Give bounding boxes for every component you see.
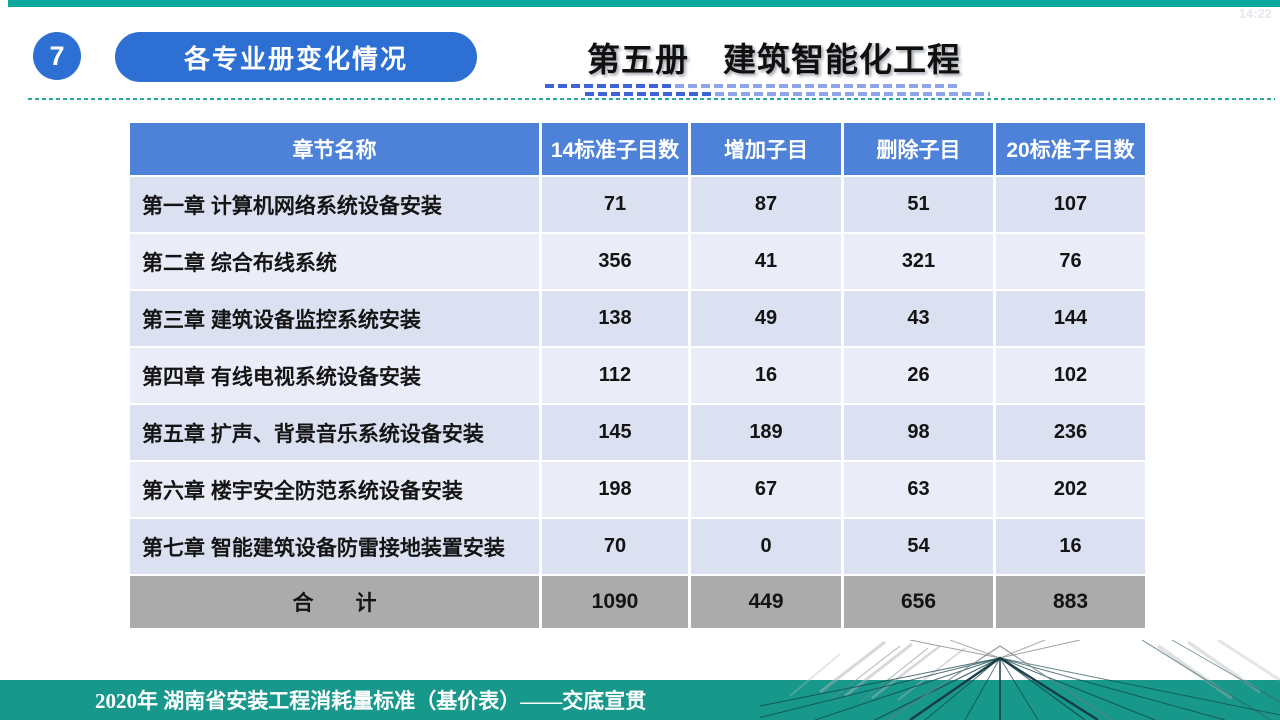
value-cell: 144 <box>996 291 1145 346</box>
title-underline-dashes-2 <box>585 92 990 96</box>
table-row: 第七章 智能建筑设备防雷接地装置安装 70 0 54 16 <box>130 519 1145 574</box>
value-cell: 356 <box>542 234 688 289</box>
value-cell: 16 <box>691 348 841 403</box>
section-title-pill: 各专业册变化情况 <box>115 32 477 82</box>
value-cell: 71 <box>542 177 688 232</box>
value-cell: 54 <box>844 519 993 574</box>
table-row: 第五章 扩声、背景音乐系统设备安装 145 189 98 236 <box>130 405 1145 460</box>
value-cell: 49 <box>691 291 841 346</box>
chapter-name-cell: 第二章 综合布线系统 <box>130 234 539 289</box>
chapter-name-cell: 第五章 扩声、背景音乐系统设备安装 <box>130 405 539 460</box>
value-cell: 98 <box>844 405 993 460</box>
value-cell: 51 <box>844 177 993 232</box>
table-header-row: 章节名称 14标准子目数 增加子目 删除子目 20标准子目数 <box>130 123 1145 175</box>
chapter-name-cell: 第六章 楼宇安全防范系统设备安装 <box>130 462 539 517</box>
table-row: 第二章 综合布线系统 356 41 321 76 <box>130 234 1145 289</box>
value-cell: 70 <box>542 519 688 574</box>
value-cell: 189 <box>691 405 841 460</box>
value-cell: 16 <box>996 519 1145 574</box>
header-cell-14std: 14标准子目数 <box>542 123 688 175</box>
value-cell: 76 <box>996 234 1145 289</box>
header-cell-added: 增加子目 <box>691 123 841 175</box>
chapter-name-cell: 第四章 有线电视系统设备安装 <box>130 348 539 403</box>
slide-number-badge: 7 <box>33 32 81 80</box>
total-value-cell: 1090 <box>542 576 688 628</box>
total-value-cell: 449 <box>691 576 841 628</box>
value-cell: 0 <box>691 519 841 574</box>
value-cell: 63 <box>844 462 993 517</box>
total-label-cell: 合 计 <box>130 576 539 628</box>
value-cell: 107 <box>996 177 1145 232</box>
total-value-cell: 883 <box>996 576 1145 628</box>
footer-caption: 2020年 湖南省安装工程消耗量标准（基价表）——交底宣贯 <box>95 689 647 713</box>
table-row: 第三章 建筑设备监控系统安装 138 49 43 144 <box>130 291 1145 346</box>
value-cell: 112 <box>542 348 688 403</box>
header-cell-chapter: 章节名称 <box>130 123 539 175</box>
header-divider-dashed-line <box>28 98 1275 100</box>
table-row: 第四章 有线电视系统设备安装 112 16 26 102 <box>130 348 1145 403</box>
title-underline-dashes-1 <box>545 84 957 88</box>
value-cell: 145 <box>542 405 688 460</box>
top-accent-bar <box>8 0 1280 7</box>
value-cell: 87 <box>691 177 841 232</box>
header-cell-deleted: 删除子目 <box>844 123 993 175</box>
chapter-name-cell: 第七章 智能建筑设备防雷接地装置安装 <box>130 519 539 574</box>
value-cell: 236 <box>996 405 1145 460</box>
value-cell: 43 <box>844 291 993 346</box>
table-row: 第一章 计算机网络系统设备安装 71 87 51 107 <box>130 177 1145 232</box>
value-cell: 202 <box>996 462 1145 517</box>
value-cell: 198 <box>542 462 688 517</box>
dash-dark-lead <box>585 92 715 96</box>
table-total-row: 合 计 1090 449 656 883 <box>130 576 1145 628</box>
chapter-name-cell: 第一章 计算机网络系统设备安装 <box>130 177 539 232</box>
clock-watermark: 14:22 <box>1238 6 1272 21</box>
value-cell: 67 <box>691 462 841 517</box>
header-cell-20std: 20标准子目数 <box>996 123 1145 175</box>
table-row: 第六章 楼宇安全防范系统设备安装 198 67 63 202 <box>130 462 1145 517</box>
total-value-cell: 656 <box>844 576 993 628</box>
value-cell: 41 <box>691 234 841 289</box>
value-cell: 321 <box>844 234 993 289</box>
chapter-change-table: 章节名称 14标准子目数 增加子目 删除子目 20标准子目数 第一章 计算机网络… <box>127 121 1148 630</box>
value-cell: 102 <box>996 348 1145 403</box>
chapter-name-cell: 第三章 建筑设备监控系统安装 <box>130 291 539 346</box>
value-cell: 26 <box>844 348 993 403</box>
dash-dark-lead <box>545 84 675 88</box>
value-cell: 138 <box>542 291 688 346</box>
page-title: 第五册 建筑智能化工程 <box>587 41 961 78</box>
